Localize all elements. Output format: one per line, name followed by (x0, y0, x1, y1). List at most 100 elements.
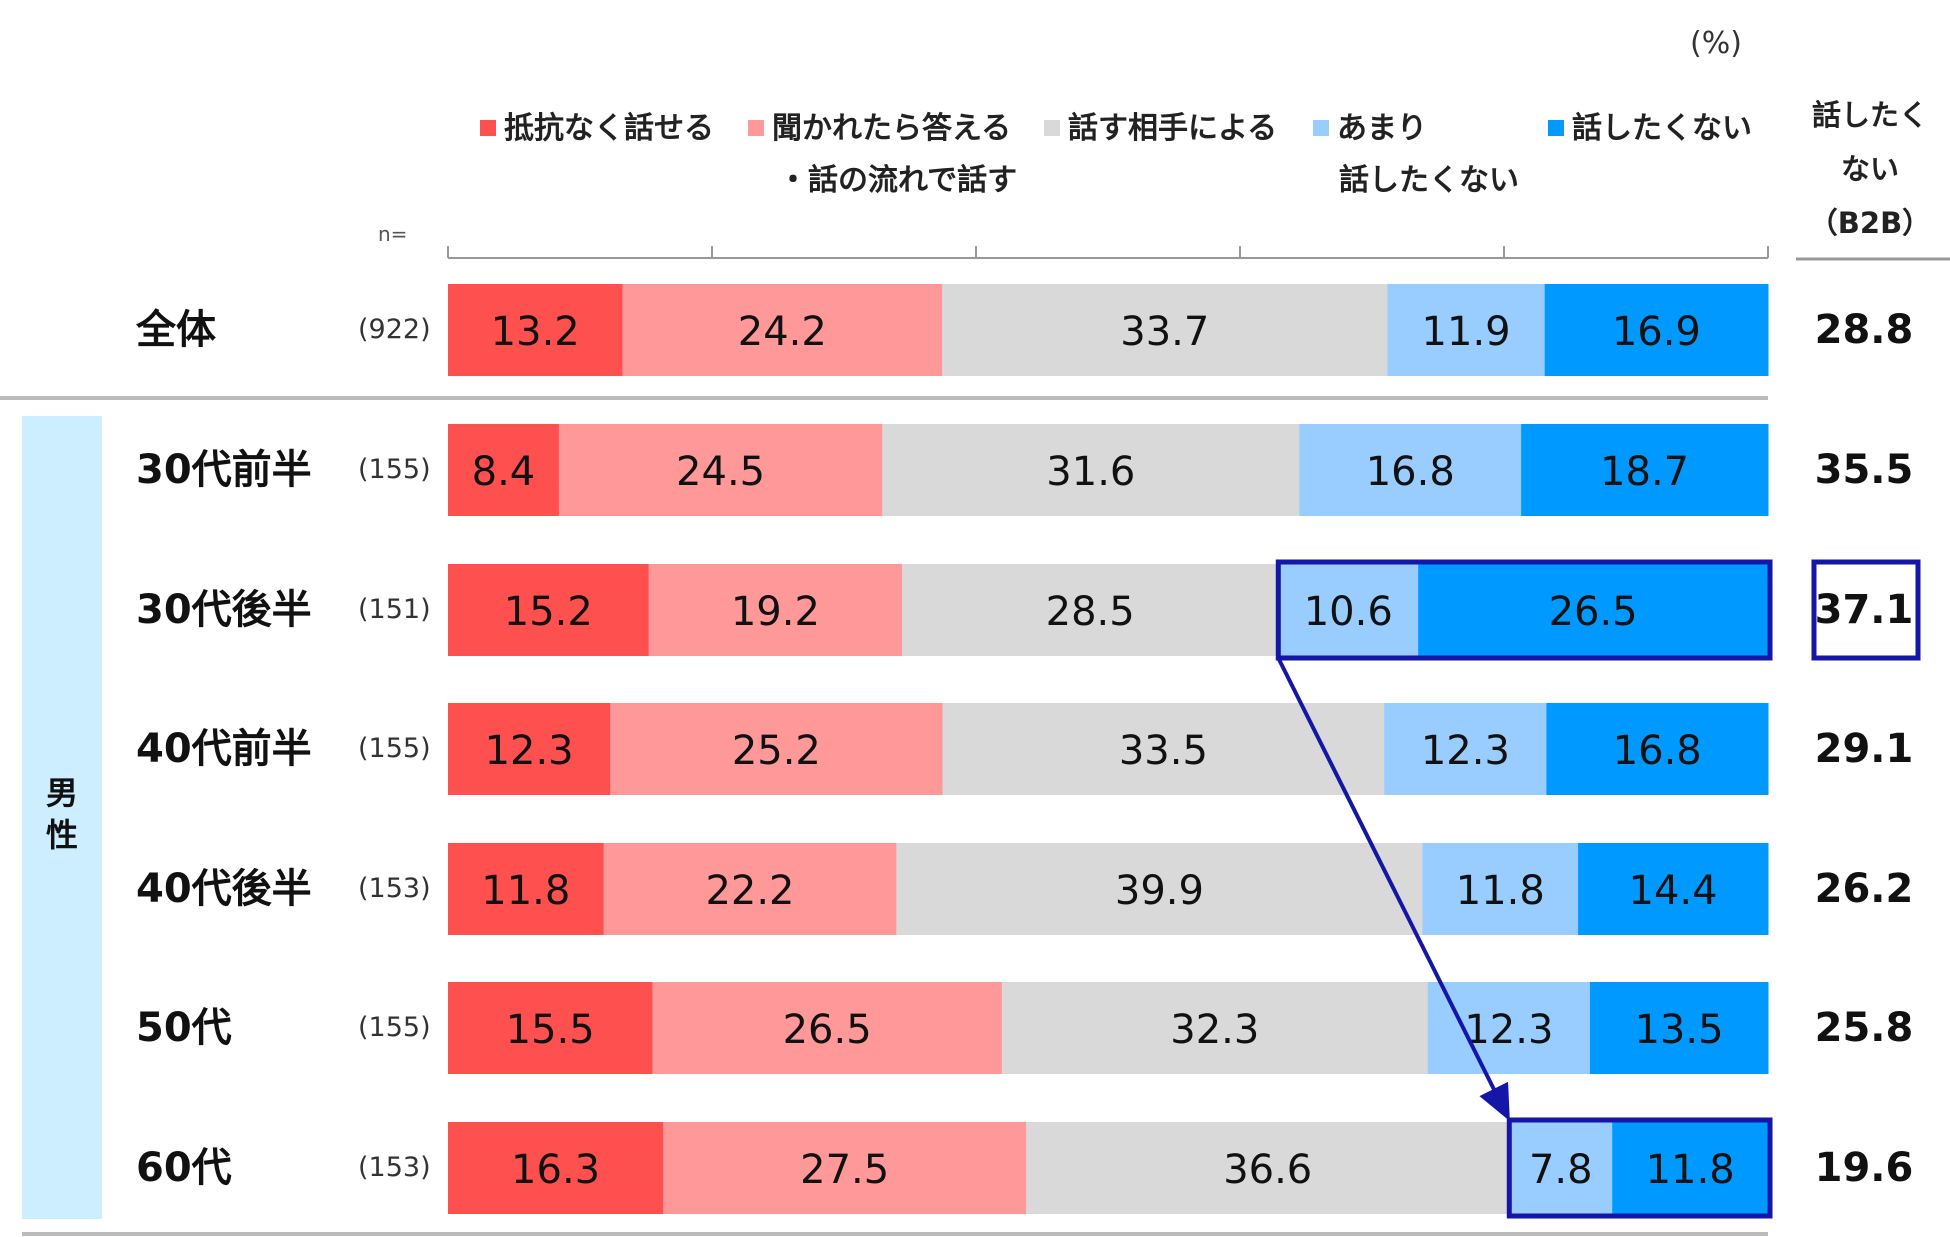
bar-label-r4-s4: 14.4 (1629, 868, 1718, 914)
bar-segment-r6-s2 (1026, 1122, 1510, 1214)
bar-segment-r5-s2 (1001, 982, 1429, 1074)
bar-label-r2-s2: 28.5 (1046, 589, 1135, 635)
row-n-1: (155) (358, 454, 431, 485)
bar-segment-r0-s3 (1387, 284, 1546, 376)
row-label-3: 40代前半 (136, 726, 312, 772)
row-label-1: 30代前半 (136, 447, 312, 493)
bar-segment-r2-s0 (448, 564, 650, 656)
b2b-value-6: 19.6 (1814, 1145, 1914, 1191)
bar-segment-r5-s0 (448, 982, 653, 1074)
bar-label-r4-s3: 11.8 (1456, 868, 1545, 914)
bar-label-r5-s4: 13.5 (1634, 1007, 1723, 1053)
group-box-male (22, 416, 102, 1219)
bar-label-r5-s2: 32.3 (1170, 1007, 1259, 1053)
group-label-char2: 性 (45, 816, 78, 854)
legend-swatch-2 (748, 120, 764, 136)
bar-label-r6-s3: 7.8 (1529, 1147, 1593, 1193)
bar-segment-r2-s2 (902, 564, 1279, 656)
bar-label-r6-s4: 11.8 (1646, 1147, 1735, 1193)
bar-segment-r6-s0 (448, 1122, 664, 1214)
bar-label-r3-s3: 12.3 (1421, 728, 1510, 774)
highlight-box-row-2 (1275, 559, 1773, 661)
bar-label-r1-s4: 18.7 (1600, 449, 1689, 495)
b2b-header-line2: ない (1840, 152, 1899, 186)
bar-label-r2-s4: 26.5 (1549, 589, 1638, 635)
bar-label-r3-s4: 16.8 (1613, 728, 1702, 774)
bar-segment-r4-s1 (603, 843, 897, 935)
bar-segment-r0-s4 (1544, 284, 1769, 376)
bar-label-r0-s3: 11.9 (1422, 309, 1511, 355)
legend-item-2: 聞かれたら答える ・話の流れで話す (748, 103, 1017, 207)
bar-segment-r6-s3 (1509, 1122, 1613, 1214)
bar-label-r0-s2: 33.7 (1120, 309, 1209, 355)
bar-label-r6-s1: 27.5 (800, 1147, 889, 1193)
bar-segment-r5-s1 (652, 982, 1003, 1074)
bar-label-r3-s0: 12.3 (485, 728, 574, 774)
legend-swatch-3 (1044, 120, 1060, 136)
legend-label-2b: ・話の流れで話す (778, 163, 1018, 198)
row-n-3: (155) (358, 733, 431, 764)
bar-segment-r3-s4 (1546, 703, 1769, 795)
bar-label-r3-s2: 33.5 (1119, 728, 1208, 774)
row-n-4: (153) (358, 873, 431, 904)
bar-segment-r1-s4 (1521, 424, 1769, 516)
n-label: n= (378, 222, 408, 246)
highlight-arrow (1276, 657, 1510, 1122)
bar-label-r3-s1: 25.2 (732, 728, 821, 774)
legend-swatch-5 (1548, 120, 1564, 136)
b2b-value-0: 28.8 (1814, 307, 1914, 353)
b2b-value-5: 25.8 (1814, 1005, 1914, 1051)
group-label-male: 男 性 (44, 772, 80, 856)
bar-label-r0-s0: 13.2 (491, 309, 580, 355)
bar-label-r5-s3: 12.3 (1464, 1007, 1553, 1053)
bar-segment-r1-s0 (448, 424, 560, 516)
legend-label-3: 話す相手による (1068, 111, 1278, 146)
b2b-header-line3: （B2B） (1808, 206, 1932, 240)
legend-label-4b: 話したくない (1339, 163, 1519, 198)
bar-segment-r1-s3 (1299, 424, 1522, 516)
bar-label-r2-s1: 19.2 (731, 589, 820, 635)
bar-segment-r3-s2 (942, 703, 1385, 795)
legend-swatch-4 (1313, 120, 1329, 136)
bar-segment-r3-s1 (610, 703, 944, 795)
bar-segment-r1-s1 (558, 424, 883, 516)
row-label-4: 40代後半 (136, 866, 312, 912)
bar-label-r2-s0: 15.2 (504, 589, 593, 635)
b2b-value-2: 37.1 (1814, 587, 1914, 633)
bar-label-r1-s3: 16.8 (1366, 449, 1455, 495)
bar-segment-r2-s3 (1278, 564, 1419, 656)
bar-segment-r3-s3 (1384, 703, 1547, 795)
bar-segment-r5-s3 (1427, 982, 1591, 1074)
bar-segment-r4-s2 (896, 843, 1424, 935)
bar-label-r5-s0: 15.5 (506, 1007, 595, 1053)
legend-item-3: 話す相手による (1044, 103, 1277, 155)
highlight-box-row-6 (1506, 1117, 1773, 1219)
row-n-2: (151) (358, 594, 431, 625)
legend-label-4: あまり (1337, 111, 1427, 146)
bar-segment-r3-s0 (448, 703, 611, 795)
row-n-5: (155) (358, 1012, 431, 1043)
group-label-char1: 男 (45, 774, 78, 812)
legend-swatch-1 (480, 120, 496, 136)
row-label-2: 30代後半 (136, 587, 312, 633)
bar-label-r0-s4: 16.9 (1612, 309, 1701, 355)
highlight-box-b2b (1811, 559, 1921, 661)
bar-label-r5-s1: 26.5 (783, 1007, 872, 1053)
legend-label-5: 話したくない (1572, 111, 1752, 146)
bar-segment-r2-s1 (648, 564, 903, 656)
b2b-header-line1: 話したく (1811, 98, 1928, 132)
bar-segment-r5-s4 (1589, 982, 1769, 1074)
bar-label-r2-s3: 10.6 (1304, 589, 1393, 635)
row-n-0: (922) (358, 314, 431, 345)
unit-label: (%) (1690, 26, 1742, 61)
legend-item-1: 抵抗なく話せる (480, 103, 714, 155)
bar-label-r4-s1: 22.2 (705, 868, 794, 914)
bar-segment-r2-s4 (1418, 564, 1769, 656)
legend-label-1: 抵抗なく話せる (504, 111, 714, 146)
row-label-5: 50代 (136, 1005, 232, 1051)
b2b-value-3: 29.1 (1814, 726, 1914, 772)
bar-label-r1-s2: 31.6 (1046, 449, 1135, 495)
bar-segment-r1-s2 (882, 424, 1300, 516)
bar-segment-r4-s0 (448, 843, 605, 935)
